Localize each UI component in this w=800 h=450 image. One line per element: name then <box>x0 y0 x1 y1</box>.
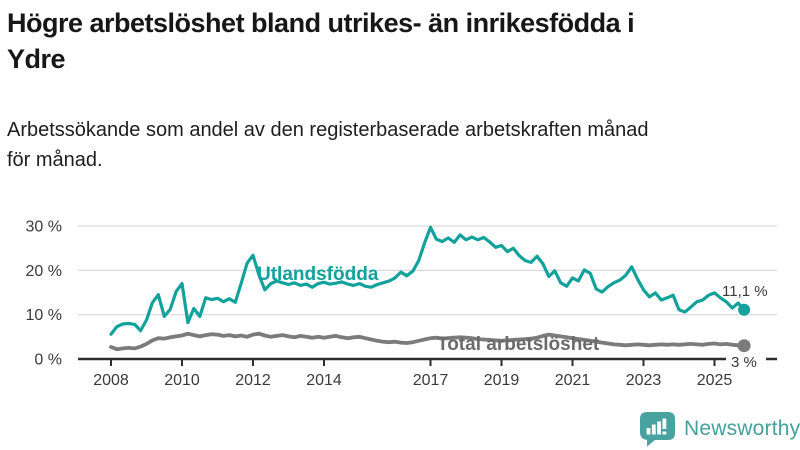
series-label-total-arbetsloshet: Total arbetslöshet <box>437 334 600 355</box>
series-line-utlandsfodda <box>109 225 746 336</box>
chart-title-line2: Ydre <box>7 44 66 74</box>
series-end-dot <box>737 339 751 353</box>
series-label-utlandsfodda: Utlandsfödda <box>257 264 379 285</box>
end-value-utlandsfodda: 11,1 % <box>722 283 768 300</box>
x-tick-label: 2008 <box>93 372 129 389</box>
x-tick-label: 2010 <box>164 372 200 389</box>
bar-chart-speech-bubble-icon <box>640 412 675 447</box>
x-tick-label: 2017 <box>413 372 449 389</box>
newsworthy-logo: Newsworthy <box>639 411 800 447</box>
x-tick-label: 2021 <box>555 372 591 389</box>
chart-area: 0 % 10 % 20 % 30 % 2008 2010 2012 2014 2017 2019 2… <box>0 200 800 400</box>
chart-title-line1: Högre arbetslöshet bland utrikes- än inr… <box>7 8 635 38</box>
y-tick-label: 30 % <box>26 219 62 236</box>
x-tick-label: 2014 <box>306 372 342 389</box>
series-end-dot <box>738 303 751 316</box>
end-label-backdrop <box>726 353 766 370</box>
x-tick-label: 2023 <box>626 372 662 389</box>
y-tick-label: 20 % <box>26 263 62 280</box>
x-tick-label: 2025 <box>697 372 733 389</box>
brand-name: Newsworthy <box>684 417 800 440</box>
chart-subtitle: Arbetssökande som andel av den registerb… <box>7 115 795 175</box>
y-tick-label: 10 % <box>26 307 62 324</box>
chart-annotations: Utlandsfödda Total arbetslöshet 11,1 % 3… <box>257 264 768 371</box>
end-value-total: 3 % <box>731 354 757 371</box>
y-tick-label: 0 % <box>34 352 62 369</box>
series-line-total <box>109 331 746 352</box>
chart-subtitle-line2: för månad. <box>7 149 103 171</box>
chart-title: Högre arbetslöshet bland utrikes- än inr… <box>7 5 795 77</box>
x-tick-label: 2019 <box>484 372 520 389</box>
chart-subtitle-line1: Arbetssökande som andel av den registerb… <box>7 119 649 141</box>
unemployment-chart: 0 % 10 % 20 % 30 % 2008 2010 2012 2014 2017 2019 2… <box>26 219 777 389</box>
x-tick-label: 2012 <box>235 372 271 389</box>
